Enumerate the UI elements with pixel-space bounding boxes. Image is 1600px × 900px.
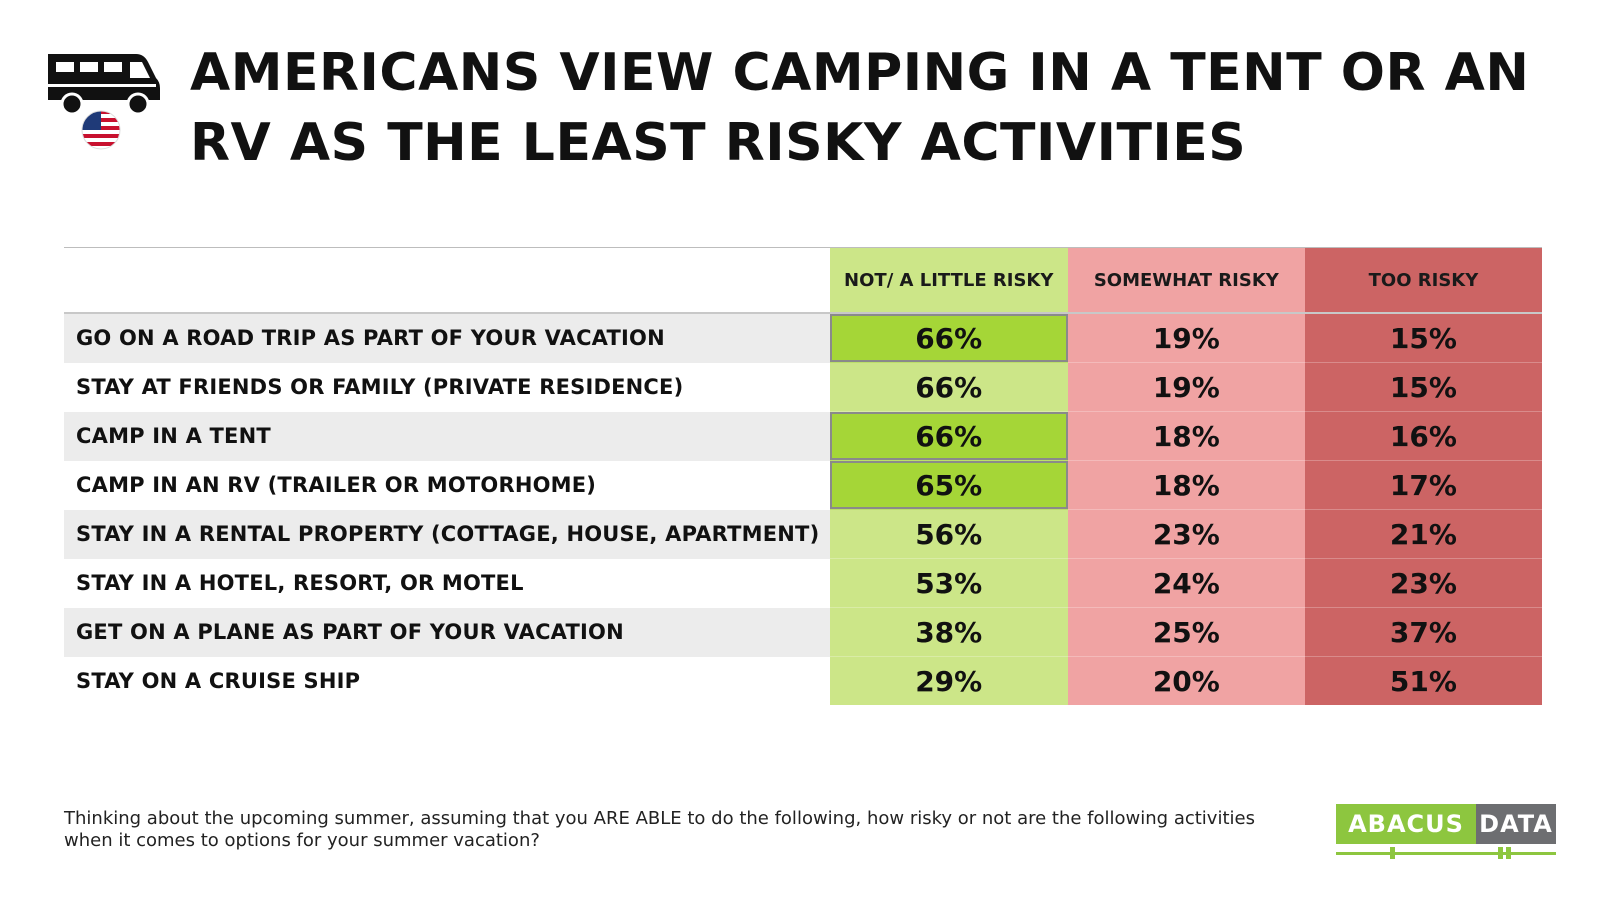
value-not-risky: 66%	[829, 362, 1068, 412]
value-somewhat-risky: 18%	[1067, 411, 1305, 461]
row-label: CAMP IN A TENT	[64, 411, 830, 461]
value-too-risky: 37%	[1304, 607, 1542, 657]
value-somewhat-risky: 19%	[1067, 312, 1305, 363]
us-flag-icon	[81, 110, 121, 150]
logo-tick	[1498, 847, 1503, 859]
value-somewhat-risky: 18%	[1067, 460, 1305, 510]
value-too-risky: 17%	[1304, 460, 1542, 510]
table-row: CAMP IN AN RV (TRAILER OR MOTORHOME) 65% 1…	[64, 460, 1542, 510]
row-label: STAY ON A CRUISE SHIP	[64, 656, 830, 705]
chart-title: AMERICANS VIEW CAMPING IN A TENT OR AN R…	[190, 43, 1530, 173]
header-blank	[64, 248, 830, 314]
table-row: STAY IN A HOTEL, RESORT, OR MOTEL 53% 24% 2…	[64, 558, 1542, 608]
value-somewhat-risky: 19%	[1067, 362, 1305, 412]
logo-tick	[1506, 847, 1511, 859]
value-not-risky: 66%	[829, 411, 1068, 461]
logo-underline	[1336, 852, 1556, 855]
value-too-risky: 21%	[1304, 509, 1542, 559]
table-row: GET ON A PLANE AS PART OF YOUR VACATION 3…	[64, 607, 1542, 657]
table-row: STAY ON A CRUISE SHIP 29% 20% 51%	[64, 656, 1542, 705]
value-not-risky: 65%	[829, 460, 1068, 510]
row-label: GO ON A ROAD TRIP AS PART OF YOUR VACATI…	[64, 313, 830, 363]
row-label: CAMP IN AN RV (TRAILER OR MOTORHOME)	[64, 460, 830, 510]
row-label: STAY AT FRIENDS OR FAMILY (PRIVATE RESID…	[64, 362, 830, 412]
row-label: GET ON A PLANE AS PART OF YOUR VACATION	[64, 607, 830, 657]
header-not-risky: NOT/ A LITTLE RISKY	[829, 248, 1068, 314]
footnote: Thinking about the upcoming summer, assu…	[64, 808, 1255, 851]
title-area: AMERICANS VIEW CAMPING IN A TENT OR AN R…	[44, 38, 1564, 178]
risk-table: NOT/ A LITTLE RISKY SOMEWHAT RISKY TOO R…	[64, 248, 1542, 705]
value-too-risky: 23%	[1304, 558, 1542, 608]
value-somewhat-risky: 23%	[1067, 509, 1305, 559]
table-row: STAY IN A RENTAL PROPERTY (COTTAGE, HOUS…	[64, 509, 1542, 559]
header-too-risky: TOO RISKY	[1304, 248, 1542, 314]
value-too-risky: 15%	[1304, 362, 1542, 412]
row-label: STAY IN A HOTEL, RESORT, OR MOTEL	[64, 558, 830, 608]
abacus-data-logo: ABACUS DATA	[1336, 804, 1556, 862]
rv-icon	[48, 54, 160, 116]
row-label: STAY IN A RENTAL PROPERTY (COTTAGE, HOUS…	[64, 509, 830, 559]
value-somewhat-risky: 20%	[1067, 656, 1305, 705]
logo-text-right: DATA	[1476, 804, 1556, 844]
value-not-risky: 66%	[829, 312, 1068, 363]
value-too-risky: 51%	[1304, 656, 1542, 705]
table-row: GO ON A ROAD TRIP AS PART OF YOUR VACATI…	[64, 312, 1542, 363]
header-somewhat-risky: SOMEWHAT RISKY	[1067, 248, 1305, 314]
value-somewhat-risky: 24%	[1067, 558, 1305, 608]
value-somewhat-risky: 25%	[1067, 607, 1305, 657]
logo-text-left: ABACUS	[1336, 804, 1476, 844]
value-not-risky: 38%	[829, 607, 1068, 657]
logo-tick	[1390, 847, 1395, 859]
value-not-risky: 29%	[829, 656, 1068, 705]
table-row: CAMP IN A TENT 66% 18% 16%	[64, 411, 1542, 461]
value-too-risky: 15%	[1304, 312, 1542, 363]
value-not-risky: 56%	[829, 509, 1068, 559]
table-row: STAY AT FRIENDS OR FAMILY (PRIVATE RESID…	[64, 362, 1542, 412]
value-too-risky: 16%	[1304, 411, 1542, 461]
value-not-risky: 53%	[829, 558, 1068, 608]
